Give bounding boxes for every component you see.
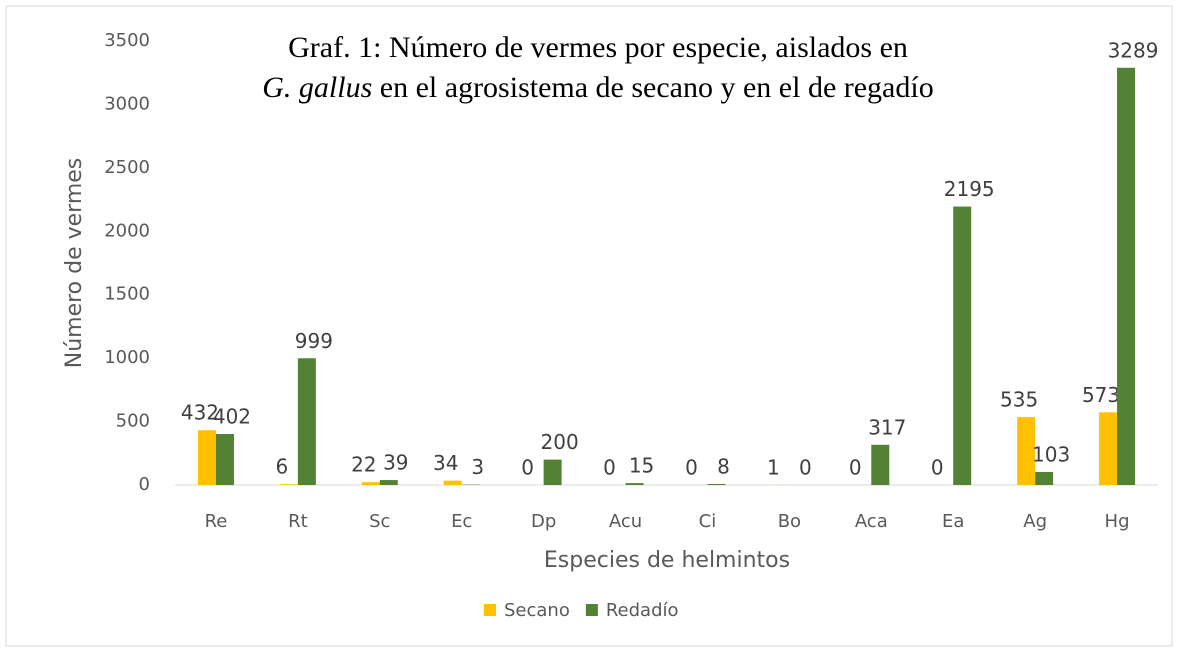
bar	[543, 459, 562, 485]
data-label: 0	[603, 456, 616, 480]
x-tick-label: Rt	[288, 511, 308, 532]
bar	[707, 483, 726, 485]
data-label: 0	[521, 456, 534, 480]
data-label: 0	[799, 456, 812, 480]
bar	[279, 484, 298, 485]
x-tick-label: Ci	[699, 511, 717, 532]
y-tick-label: 3000	[104, 93, 150, 114]
bar	[379, 480, 398, 485]
bar	[871, 444, 890, 485]
data-label: 39	[383, 451, 408, 475]
bar	[625, 483, 644, 485]
bar	[361, 482, 380, 485]
y-tick-label: 2500	[104, 157, 150, 178]
x-tick-label: Ea	[942, 511, 964, 532]
data-label: 2195	[944, 177, 995, 201]
chart-title-line1: Graf. 1: Número de vermes por especie, a…	[288, 31, 908, 64]
legend-label: Redadío	[606, 600, 679, 621]
x-tick-label: Ec	[451, 511, 472, 532]
bar	[215, 434, 234, 485]
data-label: 3289	[1108, 38, 1159, 62]
bar	[953, 206, 972, 485]
x-tick-label: Sc	[369, 511, 390, 532]
y-tick-label: 1000	[104, 347, 150, 368]
data-label: 402	[213, 405, 251, 429]
legend-swatch	[585, 604, 598, 616]
x-tick-label: Hg	[1105, 511, 1130, 532]
y-tick-label: 2000	[104, 220, 150, 241]
data-label: 6	[276, 455, 289, 479]
data-label: 1	[767, 455, 780, 479]
data-label: 0	[685, 456, 698, 480]
bar	[297, 358, 316, 485]
legend-swatch	[484, 604, 496, 616]
x-tick-label: Bo	[778, 511, 801, 532]
bar	[443, 480, 462, 485]
x-tick-label: Acu	[609, 511, 642, 532]
bar	[1017, 417, 1036, 485]
y-axis-title: Número de vermes	[62, 158, 87, 369]
data-label: 999	[295, 329, 333, 353]
bar	[1035, 471, 1054, 485]
bar	[197, 430, 216, 485]
bar	[1117, 67, 1136, 486]
y-tick-label: 0	[139, 474, 150, 495]
data-label: 8	[717, 454, 730, 478]
y-tick-label: 3500	[104, 30, 150, 51]
x-tick-label: Ag	[1023, 511, 1047, 532]
x-axis-title: Especies de helmintos	[544, 548, 790, 573]
bar	[1099, 412, 1118, 485]
data-label: 535	[1000, 388, 1038, 412]
x-tick-label: Re	[205, 511, 228, 532]
chart-title-italic: G. gallus	[262, 71, 372, 104]
chart-frame	[5, 5, 1173, 647]
data-label: 317	[868, 415, 906, 439]
data-label: 103	[1032, 442, 1070, 466]
x-tick-label: Aca	[855, 511, 888, 532]
chart-title-line2: G. gallus en el agrosistema de secano y …	[262, 71, 933, 104]
data-label: 432	[181, 401, 219, 425]
data-label: 0	[849, 456, 862, 480]
data-label: 200	[541, 430, 579, 454]
data-label: 3	[471, 455, 484, 479]
x-tick-label: Dp	[531, 511, 556, 532]
data-label: 0	[931, 456, 944, 480]
data-label: 15	[629, 454, 654, 478]
y-tick-label: 1500	[104, 284, 150, 305]
legend-label: Secano	[504, 600, 570, 621]
data-label: 34	[433, 451, 458, 475]
chart-title-rest: en el agrosistema de secano y en el de r…	[380, 71, 934, 104]
data-label: 573	[1082, 383, 1120, 407]
y-tick-label: 500	[116, 411, 150, 432]
data-label: 22	[351, 453, 376, 477]
